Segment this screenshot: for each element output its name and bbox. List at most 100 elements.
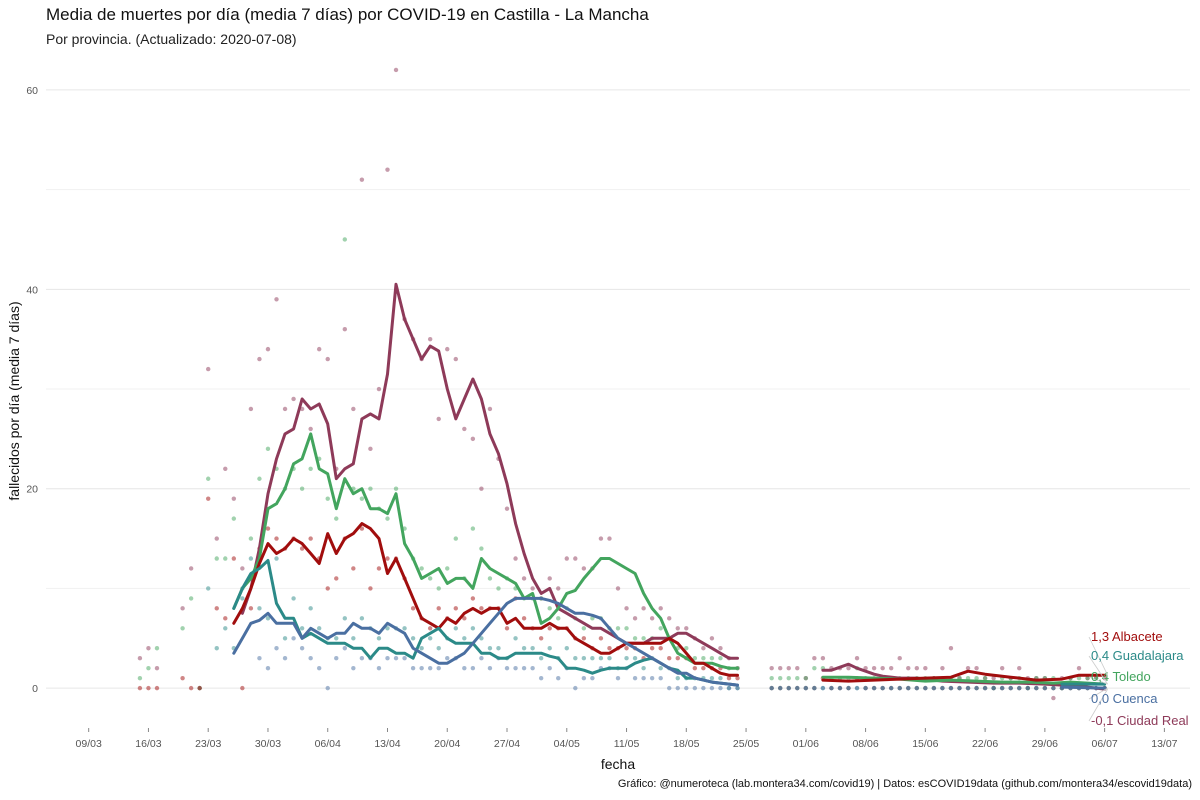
daily-point: [359, 177, 365, 182]
daily-point: [658, 675, 663, 681]
daily-point: [880, 665, 885, 671]
daily-point: [265, 526, 271, 531]
daily-point: [1102, 675, 1107, 681]
daily-point: [948, 685, 954, 691]
daily-point: [479, 546, 484, 551]
x-tick-label: 30/03: [255, 738, 281, 750]
daily-point: [556, 586, 561, 591]
daily-point: [137, 685, 143, 691]
daily-point: [351, 636, 356, 641]
daily-point: [487, 576, 493, 581]
daily-point: [778, 685, 783, 691]
daily-point: [547, 626, 552, 631]
end-label-leader: [1088, 636, 1108, 676]
daily-point: [991, 685, 996, 691]
daily-point: [718, 646, 723, 651]
daily-point: [999, 665, 1005, 671]
daily-point: [316, 665, 322, 671]
daily-point: [999, 685, 1005, 691]
x-tick-label: 27/04: [494, 738, 520, 750]
daily-point: [282, 406, 288, 412]
daily-point: [214, 606, 219, 611]
daily-point: [538, 636, 544, 641]
daily-point: [453, 536, 458, 541]
daily-point: [649, 616, 655, 621]
daily-point: [248, 406, 254, 412]
daily-point: [453, 626, 458, 631]
daily-point: [573, 685, 578, 691]
end-label-toledo: 0,4 Toledo: [1091, 669, 1151, 684]
daily-point: [137, 656, 143, 661]
daily-point: [223, 616, 228, 621]
x-tick-label: 13/07: [1151, 738, 1177, 750]
daily-point: [837, 685, 843, 691]
daily-point: [427, 636, 433, 641]
daily-point: [436, 665, 441, 671]
daily-point: [197, 685, 202, 691]
daily-point: [325, 356, 330, 362]
daily-point: [888, 685, 894, 691]
x-tick-label: 06/04: [315, 738, 341, 750]
daily-point: [820, 685, 826, 691]
daily-point: [778, 675, 783, 681]
daily-point: [786, 665, 791, 671]
daily-point: [923, 665, 928, 671]
daily-point: [521, 616, 527, 621]
series-line-albacete: [232, 522, 1107, 683]
daily-point: [206, 496, 211, 501]
daily-point: [180, 606, 185, 611]
daily-point: [342, 616, 348, 621]
daily-point: [427, 626, 433, 631]
daily-point: [265, 346, 271, 352]
daily-point: [649, 646, 655, 651]
daily-point: [701, 656, 706, 661]
daily-point: [692, 656, 698, 661]
daily-point: [188, 685, 194, 691]
daily-point: [641, 665, 646, 671]
daily-point: [470, 436, 476, 442]
daily-point: [274, 646, 279, 651]
daily-point: [359, 496, 365, 501]
daily-point: [607, 536, 612, 541]
daily-point: [410, 636, 416, 641]
x-axis-title: fecha: [601, 756, 635, 772]
daily-point: [325, 586, 330, 591]
daily-point: [1042, 685, 1048, 691]
daily-point: [316, 626, 322, 631]
daily-point: [419, 566, 424, 571]
x-tick-label: 13/04: [374, 738, 400, 750]
daily-point: [351, 406, 356, 412]
daily-point: [445, 566, 450, 571]
daily-point: [547, 606, 552, 611]
daily-point: [419, 646, 424, 651]
daily-point: [940, 665, 945, 671]
daily-point: [564, 556, 569, 561]
daily-point: [854, 656, 860, 661]
x-tick-label: 29/06: [1032, 738, 1058, 750]
daily-point: [590, 656, 595, 661]
daily-point: [598, 656, 604, 661]
x-axis-ticks: 09/03 16/03 23/03 30/03 06/04 13/04 20/04 27/04…: [76, 728, 1178, 750]
series-lines: [232, 282, 1107, 691]
daily-point: [632, 675, 638, 681]
daily-point: [453, 606, 458, 611]
daily-point: [607, 646, 612, 651]
daily-point: [624, 626, 629, 631]
daily-point: [146, 646, 151, 651]
daily-point: [940, 685, 945, 691]
series-line-cuenca: [232, 596, 1107, 690]
daily-point: [982, 675, 988, 681]
daily-point: [146, 685, 151, 691]
chart-caption: Gráfico: @numeroteca (lab.montera34.com/…: [617, 778, 1192, 790]
daily-point: [206, 476, 211, 481]
daily-point: [692, 665, 698, 671]
daily-point: [470, 665, 476, 671]
daily-point: [871, 685, 877, 691]
daily-point: [410, 665, 416, 671]
daily-point: [846, 665, 851, 671]
daily-point: [299, 546, 305, 551]
daily-point: [530, 646, 535, 651]
daily-point: [436, 606, 441, 611]
x-tick-label: 23/03: [195, 738, 221, 750]
daily-point: [957, 685, 962, 691]
